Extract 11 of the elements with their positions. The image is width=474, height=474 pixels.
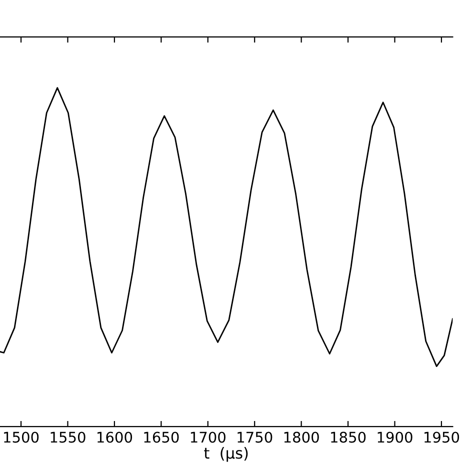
- x-tick-label: 1950: [424, 432, 460, 443]
- x-tick-label: 1550: [50, 432, 86, 443]
- x-tick-label: 1900: [378, 432, 412, 443]
- x-tick-label: 1500: [4, 432, 39, 443]
- x-tick-label: 1800: [284, 432, 319, 443]
- x-tick-label: 1750: [238, 432, 272, 443]
- x-tick-label: 1650: [144, 432, 179, 443]
- x-tick-label: 1700: [190, 432, 226, 443]
- x-axis-title: t (μs): [204, 446, 248, 462]
- x-tick-label: 1600: [97, 432, 132, 443]
- x-tick-label: 1850: [331, 432, 366, 443]
